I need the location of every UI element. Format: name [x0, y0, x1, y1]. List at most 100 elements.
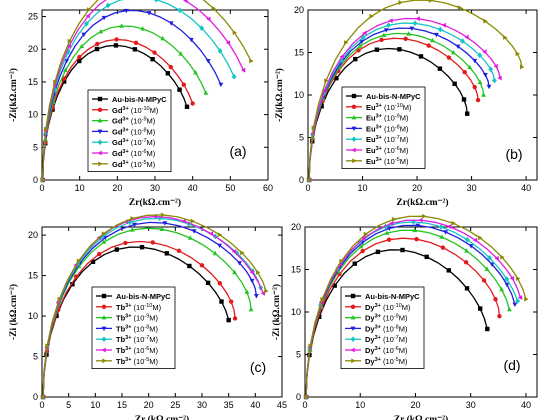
series-4-point	[460, 38, 465, 44]
series-1-point	[168, 64, 173, 70]
series-line-5	[308, 17, 501, 181]
x-tick-label: 30	[466, 400, 476, 410]
series-2-point	[357, 43, 363, 48]
x-tick-label: 15	[117, 400, 127, 410]
y-axis-label: -Zi (kΩ.cm⁻²)	[8, 284, 19, 340]
y-tick-label: 0	[299, 175, 304, 185]
x-tick-label: 25	[170, 400, 180, 410]
series-3-point	[359, 39, 365, 45]
series-4-point	[477, 52, 483, 59]
y-tick-label: 15	[294, 48, 304, 58]
series-0-point	[464, 286, 470, 291]
series-6-point	[255, 269, 261, 275]
series-5-point	[206, 16, 211, 22]
series-0-point	[446, 268, 451, 273]
series-6-point	[307, 177, 312, 183]
series-0-point	[226, 317, 231, 323]
series-6-point	[44, 126, 49, 132]
series-line-6	[42, 0, 252, 181]
series-6-point	[249, 58, 254, 64]
series-2-point	[178, 51, 184, 56]
series-6-point	[86, 7, 92, 13]
x-tick-label: 40	[188, 183, 198, 193]
series-6-point	[451, 220, 456, 226]
legend-label: Tb3+ (10-10M)	[116, 303, 162, 312]
series-4-point	[84, 20, 89, 27]
series-6-point	[515, 51, 521, 57]
series-0-point	[374, 47, 380, 52]
series-2-point	[203, 90, 209, 95]
series-3-point	[472, 58, 478, 64]
series-5-point	[249, 269, 254, 275]
series-4-point	[504, 276, 510, 282]
y-tick-label: 5	[33, 352, 38, 362]
legend-marker	[351, 93, 357, 99]
series-6-point	[45, 343, 50, 349]
series-1-point	[77, 54, 82, 60]
legend-marker	[97, 107, 103, 113]
legend-label: Eu3+ (10-9M)	[366, 114, 409, 123]
series-0-point	[177, 87, 182, 92]
series-2-point	[192, 69, 198, 75]
series-5-point	[493, 63, 498, 69]
series-6-point	[240, 250, 245, 256]
series-2-point	[464, 248, 470, 253]
series-4-point	[177, 7, 183, 14]
series-2-point	[98, 28, 104, 34]
series-2-point	[384, 230, 390, 235]
panel-label: (a)	[229, 143, 246, 159]
series-3-point	[455, 44, 461, 50]
series-6-point	[41, 394, 46, 400]
series-2-point	[119, 23, 124, 28]
series-2-point	[160, 36, 166, 41]
series-line-6	[42, 214, 267, 398]
series-5-point	[321, 88, 326, 94]
series-6-point	[304, 394, 309, 400]
series-5-point	[497, 75, 502, 81]
series-6-point	[53, 79, 58, 85]
series-3-point	[123, 8, 129, 14]
series-0-point	[400, 247, 405, 253]
series-3-point	[103, 235, 108, 241]
series-0-point	[184, 104, 190, 109]
series-1-point	[497, 314, 502, 319]
series-4-point	[515, 298, 521, 304]
series-6-point	[457, 5, 463, 11]
series-2-point	[244, 289, 250, 294]
series-6-point	[478, 235, 483, 241]
series-4-point	[438, 224, 444, 230]
series-5-point	[231, 249, 237, 255]
legend-label: Dy3+ (10-8M)	[365, 324, 408, 333]
series-3-point	[489, 262, 495, 267]
series-3-point	[101, 15, 107, 21]
series-1-point	[228, 299, 234, 304]
y-tick-label: 15	[28, 77, 38, 87]
series-2-point	[159, 226, 165, 231]
series-6-point	[500, 254, 505, 260]
legend-marker	[101, 326, 107, 332]
y-axis-label: -Zi(kΩ.cm⁻²)	[274, 68, 285, 122]
legend-label: Au-bis-N-MPyC	[116, 292, 171, 301]
series-5-point	[418, 217, 423, 223]
series-1-point	[123, 240, 128, 246]
series-5-point	[361, 235, 366, 241]
x-tick-label: 40	[250, 400, 260, 410]
series-1-point	[217, 280, 223, 286]
panel-label: (c)	[250, 359, 266, 375]
series-0-point	[94, 46, 100, 52]
series-5-point	[85, 13, 90, 19]
series-6-point	[160, 212, 166, 218]
legend-label: Eu3+ (10-8M)	[366, 124, 409, 133]
x-tick-label: 10	[358, 183, 368, 193]
series-6-point	[190, 218, 196, 224]
series-3-point	[64, 59, 70, 64]
series-6-point	[392, 216, 397, 222]
series-1-point	[426, 43, 431, 48]
legend-marker	[350, 293, 356, 299]
series-4-point	[410, 219, 416, 225]
series-2-point	[406, 31, 412, 36]
series-1-point	[61, 76, 67, 81]
legend-label: Gd3+ (10-7M)	[112, 138, 156, 147]
series-2-point	[506, 306, 512, 312]
legend-label: Au-bis-N-MPyC	[365, 292, 420, 301]
